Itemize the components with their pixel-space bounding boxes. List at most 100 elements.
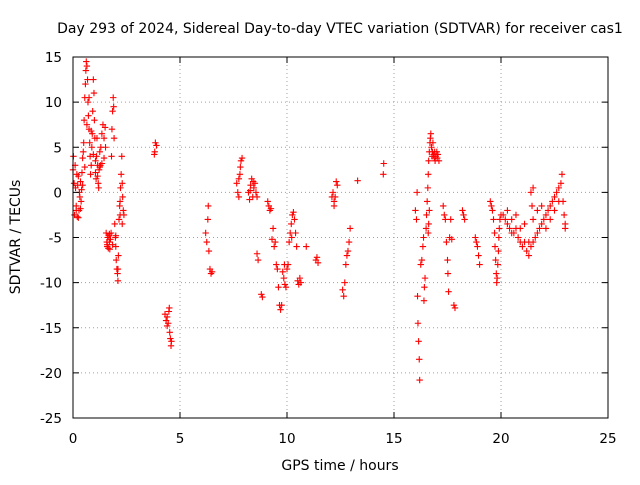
data-point <box>296 274 304 282</box>
data-point <box>253 193 261 201</box>
x-tick-label: 5 <box>176 431 185 447</box>
x-tick-label: 10 <box>278 431 295 447</box>
data-point <box>447 216 454 223</box>
data-point <box>104 241 111 248</box>
data-point <box>75 172 82 180</box>
data-point <box>86 139 93 146</box>
data-point <box>202 229 209 237</box>
y-tick-label: -15 <box>40 321 62 337</box>
data-point <box>250 184 258 192</box>
data-point <box>420 234 427 241</box>
data-point <box>283 265 291 273</box>
y-tick-label: 10 <box>45 95 62 111</box>
data-point <box>275 283 282 291</box>
data-point <box>502 216 509 223</box>
data-point <box>435 157 443 164</box>
data-point <box>290 209 297 216</box>
data-point <box>536 225 543 232</box>
y-tick-label: 15 <box>45 50 62 66</box>
data-point <box>108 153 115 160</box>
data-point <box>293 243 300 250</box>
data-point <box>329 189 337 196</box>
data-point <box>346 225 354 232</box>
data-point <box>544 207 552 214</box>
data-point <box>538 220 545 228</box>
data-point <box>77 198 85 205</box>
data-point <box>555 184 562 192</box>
data-point <box>90 151 97 158</box>
data-point <box>534 229 541 237</box>
data-point <box>116 198 124 205</box>
data-point <box>234 189 241 196</box>
data-point <box>93 153 100 160</box>
data-point <box>434 151 442 158</box>
data-point <box>492 256 499 264</box>
data-point <box>413 216 420 223</box>
data-point <box>517 225 524 232</box>
data-point <box>96 163 103 171</box>
data-point <box>279 268 286 275</box>
data-point <box>529 216 537 223</box>
data-point <box>523 247 530 255</box>
data-point <box>506 225 513 232</box>
data-point <box>540 216 547 223</box>
data-point <box>542 225 550 232</box>
data-point <box>529 184 537 192</box>
data-point <box>525 252 533 259</box>
data-point <box>87 171 94 178</box>
data-point <box>238 154 246 162</box>
data-point <box>414 320 422 327</box>
data-point <box>345 238 353 246</box>
data-point <box>558 171 566 178</box>
data-point <box>553 189 560 196</box>
data-point <box>267 205 275 212</box>
data-point <box>475 252 482 259</box>
data-point <box>490 216 497 223</box>
data-point <box>152 139 159 146</box>
data-point <box>83 121 91 128</box>
data-point <box>153 142 160 149</box>
data-point <box>252 189 260 196</box>
grid <box>73 57 608 418</box>
data-point <box>85 112 92 119</box>
data-point <box>82 80 89 88</box>
data-point <box>112 243 119 250</box>
data-point <box>549 198 556 205</box>
data-point <box>264 198 271 205</box>
data-points <box>69 58 569 384</box>
data-point <box>87 127 95 135</box>
x-tick-label: 15 <box>385 431 402 447</box>
data-point <box>288 220 295 228</box>
data-point <box>259 293 266 301</box>
y-tick-label: 5 <box>53 140 62 156</box>
data-point <box>333 178 340 185</box>
data-point <box>88 144 96 151</box>
x-tick-label: 25 <box>599 431 616 447</box>
data-point <box>525 238 533 246</box>
data-point <box>253 250 261 257</box>
data-point <box>233 180 240 187</box>
data-point <box>278 301 285 309</box>
data-point <box>107 236 114 243</box>
data-point <box>476 261 483 268</box>
data-point <box>448 236 455 243</box>
data-point <box>560 211 568 219</box>
data-point <box>341 279 348 286</box>
data-point <box>168 338 175 345</box>
y-axis-label: SDTVAR / TECUs <box>8 180 24 295</box>
data-point <box>494 261 501 268</box>
data-point <box>461 216 468 223</box>
data-point <box>111 220 118 228</box>
data-point <box>98 130 106 137</box>
data-point <box>77 178 84 185</box>
data-point <box>413 189 421 196</box>
data-point <box>98 160 106 167</box>
data-point <box>314 259 322 266</box>
data-point <box>89 130 96 137</box>
data-point <box>534 207 541 214</box>
data-point <box>459 207 466 214</box>
data-point <box>85 94 93 101</box>
data-point <box>84 98 92 106</box>
data-point <box>235 175 243 183</box>
data-point <box>281 261 288 268</box>
